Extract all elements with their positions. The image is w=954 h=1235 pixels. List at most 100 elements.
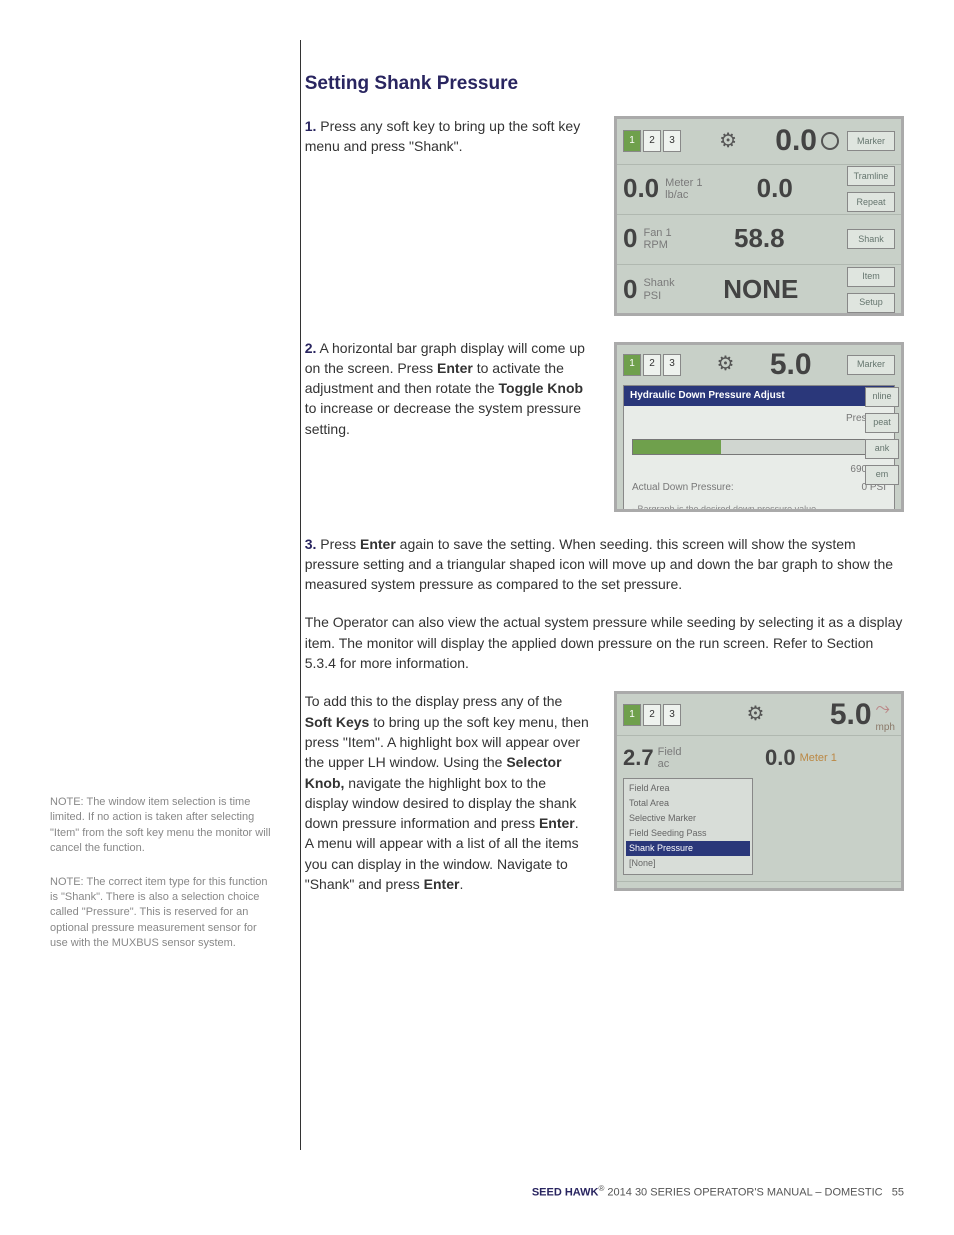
section-title: Setting Shank Pressure — [305, 70, 904, 98]
footer-brand: SEED HAWK — [532, 1187, 599, 1199]
speed-icon: ⤳ — [876, 698, 890, 718]
ss1-shank-right: NONE — [723, 271, 798, 309]
ss3-field-value: 2.7 — [623, 742, 654, 774]
screenshot-item-menu: 1 2 3 ⚙ 5.0 ⤳ mph — [614, 691, 904, 891]
ss2-note-1: - Bargraph is the desired down pressure … — [624, 500, 894, 512]
ss3-meter-value: 0.0 — [765, 742, 796, 774]
step-1-text: 1. Press any soft key to bring up the so… — [305, 116, 589, 157]
screenshot-shank-menu: 1 2 3 ⚙ 0.0 Marker 0.0 Meter — [614, 116, 904, 316]
step-3-body-pre: Press — [316, 536, 360, 552]
note-window-timeout: NOTE: The window item selection is time … — [50, 795, 275, 857]
column-divider — [300, 40, 301, 1150]
operator-paragraph: The Operator can also view the actual sy… — [305, 612, 904, 673]
ss2-top-value: 5.0 — [770, 343, 812, 387]
ss1-shank-label: Shank — [643, 277, 674, 289]
step-2-body-post: to increase or decrease the system press… — [305, 400, 581, 436]
ss3-dropdown-menu: Field Area Total Area Selective Marker F… — [623, 778, 753, 874]
step-1-row: 1. Press any soft key to bring up the so… — [305, 116, 904, 316]
ss3-bottom-row: 0 Shank PSI 2.7 Field acres — [617, 881, 901, 892]
ss1-fan-unit: RPM — [643, 239, 671, 251]
add-display-b3: Enter — [539, 815, 575, 831]
ss3-menu-selective-marker: Selective Marker — [626, 811, 750, 826]
ss1-shank-button: Shank — [847, 229, 895, 249]
ss3-menu-field-area: Field Area — [626, 781, 750, 796]
ss1-topbar: 1 2 3 ⚙ 0.0 Marker — [617, 119, 901, 165]
ss3-tabs: 1 2 3 — [623, 704, 681, 726]
note-item-type: NOTE: The correct item type for this fun… — [50, 875, 275, 952]
ss3-right-panel: 0.0 Meter 1 — [759, 736, 901, 880]
ss1-fan-right: 58.8 — [734, 220, 785, 258]
ss1-tramline-button: Tramline — [847, 166, 895, 186]
ss1-fan-label: Fan 1 — [643, 227, 671, 239]
page-content: NOTE: The window item selection is time … — [50, 70, 904, 970]
margin-notes-column: NOTE: The window item selection is time … — [50, 70, 275, 970]
ss1-fan-value: 0 — [623, 220, 637, 258]
gear-icon: ⚙ — [719, 127, 737, 156]
main-column: Setting Shank Pressure 1. Press any soft… — [305, 70, 904, 970]
ss3-shank-value: 0 — [623, 888, 637, 892]
step-2-bold-enter: Enter — [437, 360, 473, 376]
ss3-topbar: 1 2 3 ⚙ 5.0 ⤳ mph — [617, 694, 901, 736]
step-3-number: 3. — [305, 536, 317, 552]
step-1-body: Press any soft key to bring up the soft … — [305, 118, 581, 154]
ss2-side-em: em — [865, 465, 899, 485]
ss1-fan-row: 0 Fan 1 RPM 58.8 Shank — [617, 215, 901, 265]
ss2-bargraph — [632, 439, 886, 455]
footer-text: 2014 30 SERIES OPERATOR'S MANUAL – DOMES… — [604, 1187, 882, 1199]
gear-icon: ⚙ — [746, 700, 764, 729]
ss1-shank-row: 0 Shank PSI NONE Item Setup — [617, 265, 901, 315]
ss2-side-buttons: nline peat ank em — [865, 385, 899, 487]
ss1-meter-row: 0.0 Meter 1 lb/ac 0.0 Tramline Repeat — [617, 165, 901, 215]
ss2-dialog-title: Hydraulic Down Pressure Adjust — [624, 386, 894, 407]
ss1-repeat-button: Repeat — [847, 192, 895, 212]
ss2-side-ank: ank — [865, 439, 899, 459]
ss1-meter-right: 0.0 — [757, 170, 793, 208]
ss1-top-value: 0.0 — [775, 119, 817, 163]
ss3-mph-label: mph — [876, 721, 895, 736]
page-footer: SEED HAWK® 2014 30 SERIES OPERATOR'S MAN… — [532, 1184, 904, 1199]
ss2-tab-2: 2 — [643, 354, 661, 376]
ss3-menu-none: [None] — [626, 856, 750, 871]
ss1-shank-unit: PSI — [643, 290, 674, 302]
ss1-shank-value: 0 — [623, 271, 637, 309]
ss2-actual-label: Actual Down Pressure: — [632, 481, 734, 496]
ss3-tab-3: 3 — [663, 704, 681, 726]
add-display-b4: Enter — [424, 876, 460, 892]
ss1-meter-label: Meter 1 — [665, 177, 702, 189]
add-display-mid2: navigate the highlight box to the displa… — [305, 775, 577, 832]
step-2-row: 2. A horizontal bar graph display will c… — [305, 338, 904, 512]
step-2-bold-toggle: Toggle Knob — [499, 380, 584, 396]
ss2-dialog: Hydraulic Down Pressure Adjust Pressure … — [623, 385, 895, 512]
ss3-menu-shank-pressure-selected: Shank Pressure — [626, 841, 750, 856]
ss3-tab-2: 2 — [643, 704, 661, 726]
ss3-body: 2.7 Field ac Field Area Total Area Selec… — [617, 736, 901, 880]
ss1-item-button: Item — [847, 267, 895, 287]
add-display-pre: To add this to the display press any of … — [305, 693, 563, 709]
add-display-post: . — [459, 876, 463, 892]
add-display-row: To add this to the display press any of … — [305, 691, 904, 894]
step-1-number: 1. — [305, 118, 317, 134]
ss1-marker-button: Marker — [847, 131, 895, 151]
ss2-marker-button: Marker — [847, 355, 895, 375]
ss3-menu-seeding-pass: Field Seeding Pass — [626, 826, 750, 841]
ss2-topbar: 1 2 3 ⚙ 5.0 Marker — [617, 345, 901, 385]
step-3-bold-enter: Enter — [360, 536, 396, 552]
ss3-menu-total-area: Total Area — [626, 796, 750, 811]
ss3-left-panel: 2.7 Field ac Field Area Total Area Selec… — [617, 736, 759, 880]
ss3-tab-1: 1 — [623, 704, 641, 726]
ss2-side-peat: peat — [865, 413, 899, 433]
ss3-field-label: Field — [658, 746, 682, 758]
ss1-tab-2: 2 — [643, 130, 661, 152]
add-display-b1: Soft Keys — [305, 714, 370, 730]
ss2-side-nline: nline — [865, 387, 899, 407]
ss3-field-unit: ac — [658, 758, 682, 770]
marker-circle-icon — [821, 132, 839, 150]
add-display-text: To add this to the display press any of … — [305, 691, 589, 894]
ss3-top-value: 5.0 — [830, 693, 872, 737]
ss2-tab-1: 1 — [623, 354, 641, 376]
ss2-bargraph-fill — [633, 440, 721, 454]
gear-icon: ⚙ — [716, 350, 734, 379]
step-2-number: 2. — [305, 340, 317, 356]
ss1-tab-1: 1 — [623, 130, 641, 152]
ss1-meter-unit: lb/ac — [665, 189, 702, 201]
